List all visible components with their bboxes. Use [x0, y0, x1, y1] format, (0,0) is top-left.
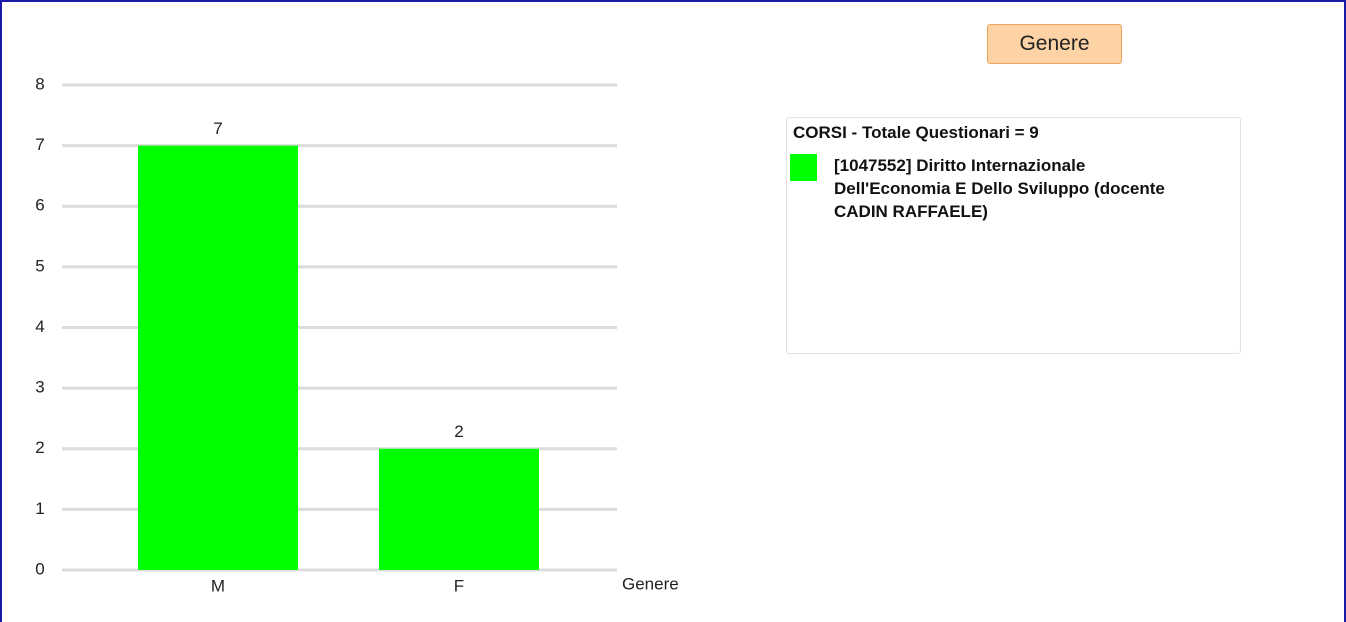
y-tick-label: 4 [35, 317, 44, 336]
y-tick-label: 6 [35, 196, 44, 215]
chart: 0 1 2 3 4 5 6 7 8 Genere M 7 F 2 [35, 74, 679, 595]
chart-title[interactable]: Genere [987, 24, 1122, 64]
y-tick-label: 8 [35, 74, 44, 93]
x-axis-label: Genere [622, 574, 679, 593]
y-tick-label: 7 [35, 135, 44, 154]
x-tick-label: F [454, 576, 464, 595]
legend: CORSI - Totale Questionari = 9 [1047552]… [786, 117, 1241, 354]
y-tick-label: 5 [35, 256, 44, 275]
legend-entry: [1047552] Diritto Internazionale Dell'Ec… [834, 156, 1165, 221]
y-tick-label: 0 [35, 559, 44, 578]
y-tick-label: 2 [35, 438, 44, 457]
legend-title: CORSI - Totale Questionari = 9 [793, 123, 1039, 142]
y-tick-label: 1 [35, 499, 44, 518]
value-label: 7 [213, 119, 222, 138]
value-label: 2 [454, 422, 463, 441]
y-tick-label: 3 [35, 378, 44, 397]
legend-swatch [790, 154, 817, 181]
bar [379, 448, 539, 570]
bar [138, 145, 298, 570]
x-tick-label: M [211, 576, 225, 595]
